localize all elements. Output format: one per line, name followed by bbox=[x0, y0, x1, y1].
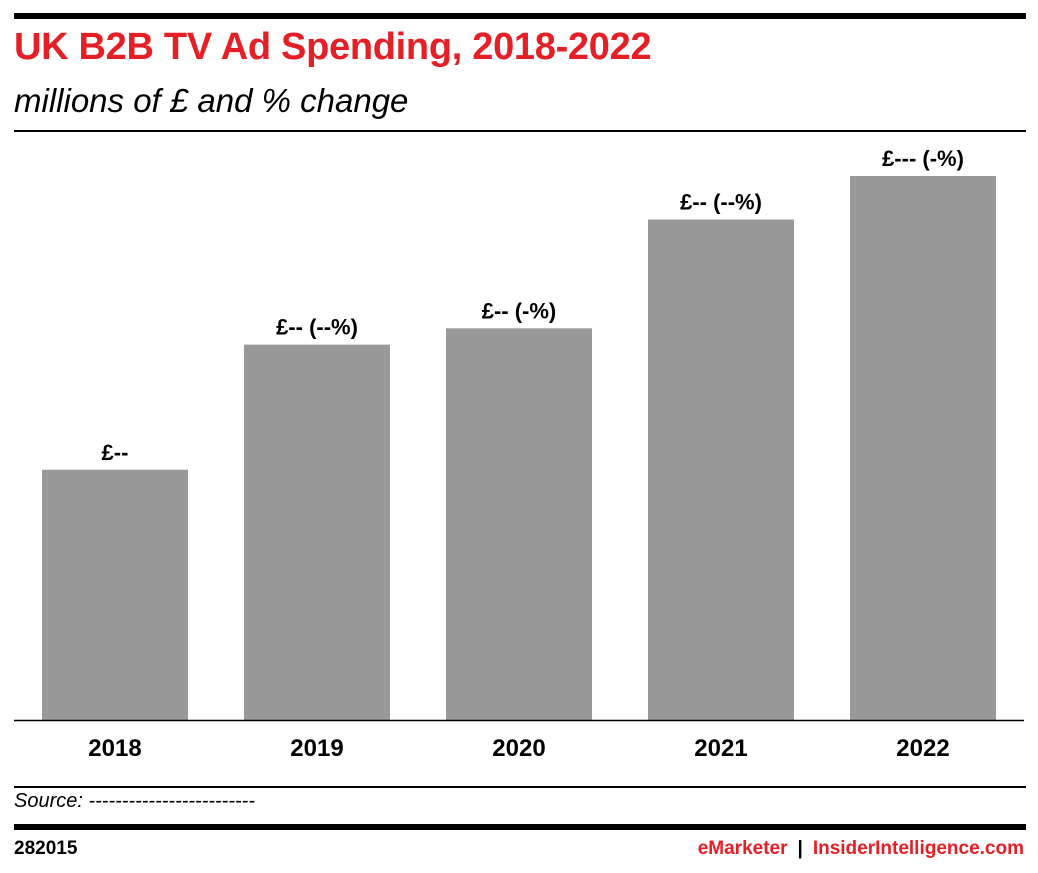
footer-brand: eMarketer | InsiderIntelligence.com bbox=[698, 838, 1024, 860]
bar-2018 bbox=[42, 469, 188, 720]
chart-title: UK B2B TV Ad Spending, 2018-2022 bbox=[14, 26, 652, 68]
header-rule bbox=[14, 130, 1026, 132]
x-tick-label-2021: 2021 bbox=[694, 735, 747, 762]
chart-subtitle: millions of £ and % change bbox=[14, 82, 409, 119]
source-rule bbox=[14, 786, 1026, 788]
data-label-2018: £-- bbox=[102, 440, 129, 465]
top-rule bbox=[14, 13, 1026, 19]
bar-2021 bbox=[648, 219, 794, 720]
source-note: Source: ------------------------- bbox=[14, 790, 255, 812]
chart-id: 282015 bbox=[14, 838, 78, 859]
bar-2019 bbox=[244, 344, 390, 720]
brand-emarketer: eMarketer bbox=[697, 838, 788, 859]
data-label-2019: £-- (--%) bbox=[276, 315, 358, 340]
bar-2022 bbox=[850, 176, 996, 720]
x-tick-label-2022: 2022 bbox=[896, 735, 949, 762]
x-tick-label-2019: 2019 bbox=[290, 735, 343, 762]
bar-2020 bbox=[446, 328, 592, 720]
x-tick-label-2018: 2018 bbox=[88, 735, 141, 762]
x-tick-label-2020: 2020 bbox=[492, 735, 545, 762]
brand-separator: | bbox=[797, 838, 803, 859]
data-label-2020: £-- (-%) bbox=[482, 298, 557, 323]
data-label-2022: £--- (-%) bbox=[882, 146, 964, 171]
data-label-2021: £-- (--%) bbox=[680, 190, 762, 215]
bar-chart: £-- 2018 £-- (--%) 2019 £-- (-%) 2020 £-- (--%… bbox=[14, 146, 1024, 762]
brand-insider-intelligence: InsiderIntelligence.com bbox=[812, 838, 1024, 859]
bottom-rule bbox=[14, 824, 1026, 830]
